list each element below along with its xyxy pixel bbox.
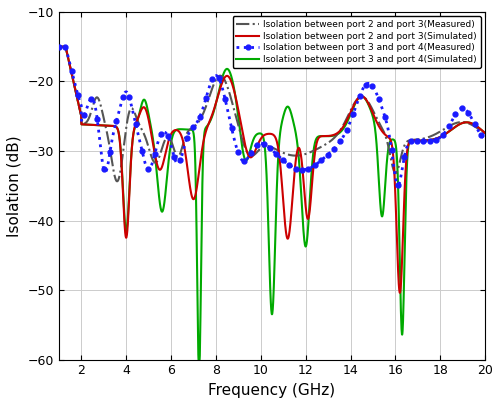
Y-axis label: Isolation (dB): Isolation (dB) <box>7 135 22 237</box>
Isolation between port 3 and port 4(Simulated) <box>56 44 62 49</box>
Isolation between port 2 and port 3(Simulated) <box>470 122 476 126</box>
Isolation between port 2 and port 3(Measured) <box>78 112 84 117</box>
Isolation between port 3 and port 4(Measured) <box>392 171 398 176</box>
Isolation between port 3 and port 4(Simulated) <box>264 168 270 173</box>
Isolation between port 2 and port 3(Simulated) <box>470 122 476 126</box>
Line: Isolation between port 2 and port 3(Simulated): Isolation between port 2 and port 3(Simu… <box>59 47 485 293</box>
X-axis label: Frequency (GHz): Frequency (GHz) <box>208 383 336 398</box>
Isolation between port 2 and port 3(Simulated) <box>392 173 398 178</box>
Isolation between port 2 and port 3(Simulated) <box>482 131 488 136</box>
Isolation between port 2 and port 3(Measured) <box>56 44 62 49</box>
Line: Isolation between port 2 and port 3(Measured): Isolation between port 2 and port 3(Meas… <box>59 47 485 181</box>
Isolation between port 3 and port 4(Measured) <box>470 118 476 123</box>
Isolation between port 3 and port 4(Simulated) <box>470 122 476 126</box>
Isolation between port 2 and port 3(Measured) <box>470 123 476 128</box>
Isolation between port 2 and port 3(Measured) <box>114 179 120 184</box>
Isolation between port 3 and port 4(Measured) <box>264 143 270 148</box>
Isolation between port 2 and port 3(Simulated) <box>263 132 269 137</box>
Isolation between port 3 and port 4(Simulated) <box>252 134 258 139</box>
Isolation between port 3 and port 4(Simulated) <box>78 111 84 116</box>
Isolation between port 2 and port 3(Simulated) <box>397 290 403 295</box>
Isolation between port 3 and port 4(Measured) <box>470 119 476 124</box>
Isolation between port 3 and port 4(Measured) <box>78 102 84 107</box>
Isolation between port 3 and port 4(Measured) <box>482 137 488 142</box>
Isolation between port 3 and port 4(Measured) <box>56 44 62 49</box>
Isolation between port 3 and port 4(Simulated) <box>482 131 488 136</box>
Isolation between port 2 and port 3(Measured) <box>482 131 488 136</box>
Isolation between port 2 and port 3(Simulated) <box>252 149 258 154</box>
Isolation between port 3 and port 4(Simulated) <box>392 139 398 143</box>
Legend: Isolation between port 2 and port 3(Measured), Isolation between port 2 and port: Isolation between port 2 and port 3(Meas… <box>232 17 480 68</box>
Isolation between port 2 and port 3(Measured) <box>252 151 258 156</box>
Isolation between port 2 and port 3(Measured) <box>62 44 68 49</box>
Isolation between port 2 and port 3(Measured) <box>392 171 398 175</box>
Isolation between port 3 and port 4(Measured) <box>252 144 258 149</box>
Isolation between port 2 and port 3(Measured) <box>264 143 270 148</box>
Isolation between port 3 and port 4(Measured) <box>62 44 68 49</box>
Isolation between port 2 and port 3(Simulated) <box>56 44 62 49</box>
Isolation between port 3 and port 4(Simulated) <box>470 122 476 126</box>
Isolation between port 2 and port 3(Simulated) <box>78 111 84 116</box>
Line: Isolation between port 3 and port 4(Measured): Isolation between port 3 and port 4(Meas… <box>56 44 488 187</box>
Isolation between port 3 and port 4(Measured) <box>395 182 401 187</box>
Line: Isolation between port 3 and port 4(Simulated): Isolation between port 3 and port 4(Simu… <box>59 47 485 360</box>
Isolation between port 3 and port 4(Simulated) <box>196 357 202 362</box>
Isolation between port 2 and port 3(Measured) <box>470 123 476 128</box>
